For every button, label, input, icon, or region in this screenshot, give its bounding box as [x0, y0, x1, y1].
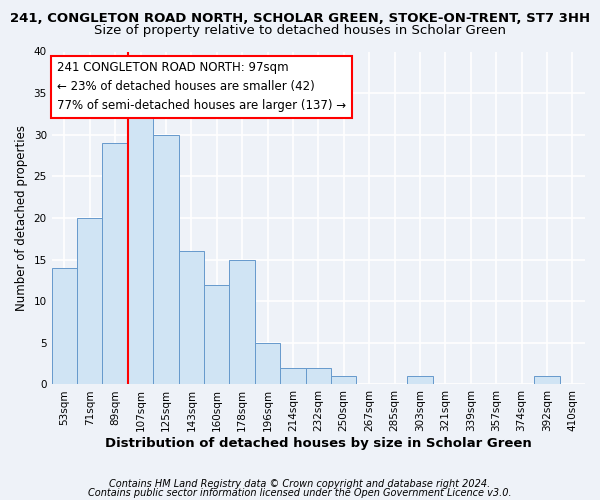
- Bar: [179, 252, 204, 384]
- Bar: [204, 284, 229, 384]
- Bar: [128, 110, 153, 384]
- Text: 241 CONGLETON ROAD NORTH: 97sqm
← 23% of detached houses are smaller (42)
77% of: 241 CONGLETON ROAD NORTH: 97sqm ← 23% of…: [57, 62, 346, 112]
- Y-axis label: Number of detached properties: Number of detached properties: [15, 125, 28, 311]
- X-axis label: Distribution of detached houses by size in Scholar Green: Distribution of detached houses by size …: [105, 437, 532, 450]
- Bar: [280, 368, 305, 384]
- Text: 241, CONGLETON ROAD NORTH, SCHOLAR GREEN, STOKE-ON-TRENT, ST7 3HH: 241, CONGLETON ROAD NORTH, SCHOLAR GREEN…: [10, 12, 590, 26]
- Bar: [534, 376, 560, 384]
- Bar: [103, 143, 128, 384]
- Text: Size of property relative to detached houses in Scholar Green: Size of property relative to detached ho…: [94, 24, 506, 37]
- Bar: [153, 134, 179, 384]
- Bar: [229, 260, 255, 384]
- Text: Contains public sector information licensed under the Open Government Licence v3: Contains public sector information licen…: [88, 488, 512, 498]
- Bar: [407, 376, 433, 384]
- Text: Contains HM Land Registry data © Crown copyright and database right 2024.: Contains HM Land Registry data © Crown c…: [109, 479, 491, 489]
- Bar: [52, 268, 77, 384]
- Bar: [331, 376, 356, 384]
- Bar: [305, 368, 331, 384]
- Bar: [255, 343, 280, 384]
- Bar: [77, 218, 103, 384]
